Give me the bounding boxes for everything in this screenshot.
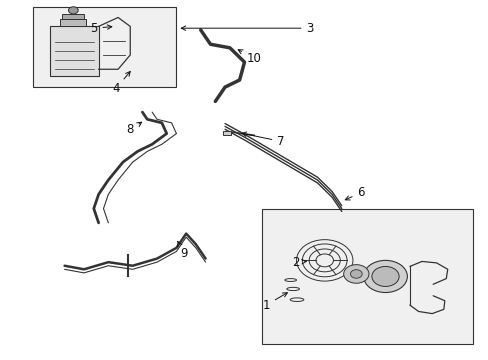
Text: 4: 4 [112,72,130,95]
Circle shape [68,7,78,14]
Text: 7: 7 [242,132,284,148]
Text: 1: 1 [262,293,287,311]
Bar [33,7,176,87]
Circle shape [350,270,362,278]
Bar [222,131,231,135]
Circle shape [371,266,398,287]
Bar [62,14,84,18]
Text: 9: 9 [177,241,187,260]
Bar [50,26,99,76]
Text: 5: 5 [90,22,112,35]
Text: 10: 10 [238,50,261,65]
Text: 6: 6 [345,186,364,200]
Bar [60,18,86,26]
Text: 3: 3 [181,22,313,35]
Bar [261,208,472,344]
Circle shape [363,260,407,293]
Text: 8: 8 [126,122,142,136]
Text: 2: 2 [291,256,305,269]
Circle shape [343,265,368,283]
